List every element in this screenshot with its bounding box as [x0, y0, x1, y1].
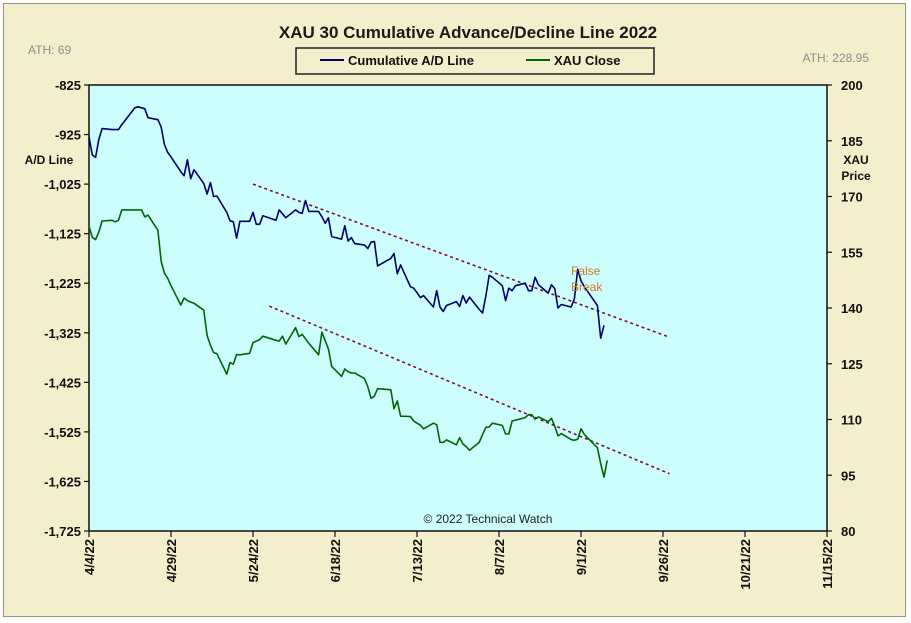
- chart-title: XAU 30 Cumulative Advance/Decline Line 2…: [279, 23, 657, 42]
- y-axis-right-label-line2: Price: [841, 169, 871, 183]
- annotation-break: Break: [571, 280, 603, 294]
- chart-canvas: XAU 30 Cumulative Advance/Decline Line 2…: [25, 23, 871, 590]
- y-right-tick-label: 140: [841, 301, 863, 316]
- y-right-tick-label: 80: [841, 524, 855, 539]
- series-lines: [88, 106, 608, 478]
- y-left-tick-label: -825: [55, 78, 81, 93]
- legend-label-xau-close: XAU Close: [554, 53, 620, 68]
- y-axis-right-label-line1: XAU: [843, 153, 868, 167]
- legend-box: [295, 47, 655, 75]
- y-right-tick-label: 110: [841, 413, 862, 428]
- plot-area: [88, 84, 828, 532]
- ath-right: ATH: 228.95: [803, 51, 870, 65]
- annotation-false: False: [571, 264, 601, 278]
- trendlines: [252, 183, 670, 475]
- y-axis-left-label: A/D Line: [25, 153, 74, 167]
- x-tick-label: 9/1/22: [574, 539, 589, 575]
- y-right-tick-label: 95: [841, 468, 855, 483]
- y-left-tick-label: -1,525: [44, 425, 81, 440]
- ath-left: ATH: 69: [28, 43, 71, 57]
- trendline-2: [269, 305, 670, 475]
- trendline-1: [252, 183, 670, 338]
- x-tick-label: 4/4/22: [82, 539, 97, 575]
- y-left-tick-label: -925: [55, 128, 81, 143]
- y-right-tick-label: 185: [841, 134, 863, 149]
- series-line-ad: [88, 106, 605, 339]
- chart-frame: XAU 30 Cumulative Advance/Decline Line 2…: [3, 3, 906, 617]
- x-tick-label: 11/15/22: [820, 539, 835, 589]
- y-left-tick-label: -1,025: [44, 177, 81, 192]
- y-left-tick-label: -1,325: [44, 326, 81, 341]
- y-right-tick-label: 200: [841, 78, 863, 93]
- x-tick-label: 9/26/22: [656, 539, 671, 582]
- x-tick-label: 8/7/22: [492, 539, 507, 575]
- y-right-tick-label: 155: [841, 245, 863, 260]
- y-left-tick-label: -1,425: [44, 375, 81, 390]
- x-tick-label: 10/21/22: [738, 539, 753, 590]
- legend: Cumulative A/D Line XAU Close: [295, 47, 655, 75]
- y-left-tick-label: -1,725: [44, 524, 81, 539]
- x-tick-label: 7/13/22: [410, 539, 425, 582]
- y-left-tick-label: -1,125: [44, 227, 81, 242]
- x-tick-label: 5/24/22: [246, 539, 261, 582]
- series-line-xau: [88, 209, 608, 478]
- y-left-tick-label: -1,225: [44, 276, 81, 291]
- y-right-tick-label: 125: [841, 357, 863, 372]
- y-right-tick-label: 170: [841, 190, 863, 205]
- x-tick-label: 4/29/22: [164, 539, 179, 582]
- axes: -825 -925 -1,025 -1,125 -1,225 -1,325 -1,425 -1…: [44, 78, 863, 590]
- y-left-tick-label: -1,625: [44, 474, 81, 489]
- x-tick-label: 6/18/22: [328, 539, 343, 582]
- legend-label-ad-line: Cumulative A/D Line: [348, 53, 474, 68]
- copyright-text: © 2022 Technical Watch: [424, 512, 553, 526]
